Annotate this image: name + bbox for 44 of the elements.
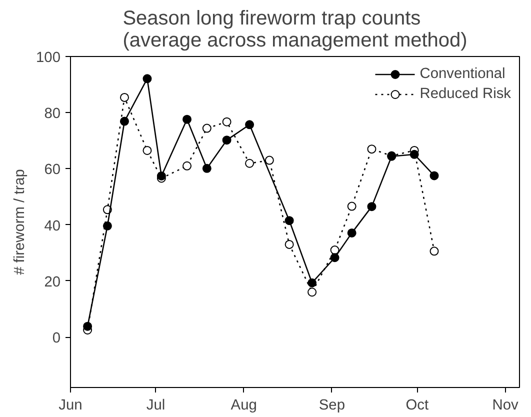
x-tick-label: Jun — [58, 398, 82, 414]
point — [102, 221, 112, 230]
y-tick-label: 0 — [52, 330, 61, 347]
point — [142, 74, 152, 84]
x-tick-label: Oct — [406, 398, 429, 414]
point — [222, 136, 232, 145]
y-tick-label: 60 — [44, 162, 61, 178]
point — [284, 216, 294, 226]
point — [222, 117, 232, 126]
y-tick-label: 100 — [36, 50, 61, 66]
point — [430, 171, 439, 180]
y-tick-label: 80 — [44, 106, 61, 122]
point — [156, 172, 166, 180]
legend-label: Conventional — [420, 66, 506, 82]
x-tick-label: Jul — [146, 398, 166, 414]
x-tick-label: Aug — [230, 398, 257, 414]
point — [202, 124, 212, 133]
point — [202, 164, 212, 173]
point — [264, 156, 274, 165]
point — [120, 116, 129, 126]
chart-title: Season long fireworm trap counts (average across management method) — [122, 8, 468, 52]
point — [182, 114, 192, 124]
point — [245, 120, 254, 130]
x-tick-label: Nov — [492, 398, 519, 414]
point — [367, 144, 376, 154]
point — [430, 246, 439, 256]
point — [347, 202, 356, 211]
point — [284, 240, 294, 249]
y-tick-label: 40 — [44, 218, 61, 234]
point — [308, 288, 317, 297]
point — [330, 253, 340, 262]
y-axis-title: # fireworm / trap — [12, 169, 28, 275]
point — [347, 228, 356, 238]
point — [308, 278, 317, 288]
point — [182, 161, 192, 170]
point — [120, 92, 129, 102]
x-tick-label: Sep — [318, 398, 345, 414]
point — [142, 146, 152, 155]
point — [83, 322, 92, 331]
point — [410, 150, 419, 159]
legend-label: Reduced Risk — [420, 86, 511, 102]
y-tick-label: 20 — [44, 274, 61, 290]
point — [245, 158, 254, 168]
point — [367, 202, 376, 212]
